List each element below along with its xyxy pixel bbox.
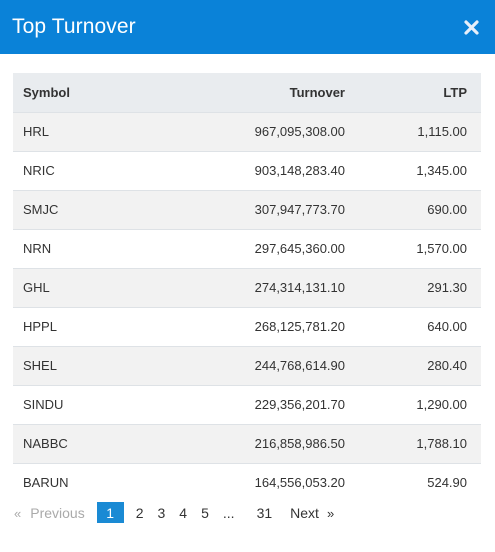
next-label: Next — [290, 504, 319, 521]
cell-symbol: NABBC — [13, 424, 163, 464]
cell-turnover: 274,314,131.10 — [163, 268, 353, 308]
cell-ltp: 524.90 — [427, 475, 467, 491]
cell-symbol: BARUN — [23, 475, 69, 491]
cell-turnover: 967,095,308.00 — [163, 112, 353, 152]
cell-ltp: 1,115.00 — [353, 112, 481, 152]
cell-turnover: 164,556,053.20 — [254, 475, 345, 491]
table-row[interactable]: NABBC 216,858,986.50 1,788.10 — [13, 424, 481, 464]
cell-symbol: NRIC — [13, 151, 163, 191]
cell-turnover: 244,768,614.90 — [163, 346, 353, 386]
table-header: Symbol Turnover LTP — [13, 73, 481, 113]
next-page-button[interactable]: Next » — [290, 505, 334, 521]
cell-ltp: 1,345.00 — [353, 151, 481, 191]
cell-ltp: 280.40 — [353, 346, 481, 386]
table-row[interactable]: HRL 967,095,308.00 1,115.00 — [13, 112, 481, 152]
cell-turnover: 268,125,781.20 — [163, 307, 353, 347]
cell-symbol: GHL — [13, 268, 163, 308]
table-row[interactable]: SHEL 244,768,614.90 280.40 — [13, 346, 481, 386]
close-icon — [463, 19, 479, 35]
cell-turnover: 297,645,360.00 — [163, 229, 353, 269]
cell-ltp: 1,290.00 — [353, 385, 481, 425]
table-row[interactable]: BARUN 164,556,053.20 524.90 — [13, 463, 481, 502]
cell-symbol: SMJC — [13, 190, 163, 230]
table-row[interactable]: SMJC 307,947,773.70 690.00 — [13, 190, 481, 230]
cell-turnover: 216,858,986.50 — [163, 424, 353, 464]
cell-symbol: SINDU — [13, 385, 163, 425]
table-header-row: Symbol Turnover LTP — [13, 73, 481, 113]
double-chevron-right-icon: » — [326, 505, 335, 521]
cell-symbol: NRN — [13, 229, 163, 269]
table-row[interactable]: GHL 274,314,131.10 291.30 — [13, 268, 481, 308]
column-header-ltp[interactable]: LTP — [353, 73, 481, 113]
column-header-symbol[interactable]: Symbol — [13, 73, 163, 113]
page-button-1-current[interactable]: 1 — [96, 502, 124, 523]
page-ellipsis: ... — [222, 504, 235, 521]
table-row[interactable]: HPPL 268,125,781.20 640.00 — [13, 307, 481, 347]
cell-symbol: HRL — [13, 112, 163, 152]
cell-ltp: 1,570.00 — [353, 229, 481, 269]
page-button-5[interactable]: 5 — [201, 504, 209, 521]
cell-turnover: 903,148,283.40 — [163, 151, 353, 191]
double-chevron-left-icon: « — [14, 505, 22, 521]
cell-symbol: HPPL — [13, 307, 163, 347]
turnover-table-container: Symbol Turnover LTP HRL 967,095,308.00 1… — [13, 73, 481, 502]
cell-ltp: 640.00 — [353, 307, 481, 347]
turnover-table: Symbol Turnover LTP HRL 967,095,308.00 1… — [13, 73, 481, 502]
previous-page-button[interactable]: « Previous — [14, 505, 85, 521]
cell-turnover: 229,356,201.70 — [163, 385, 353, 425]
table-body: HRL 967,095,308.00 1,115.00 NRIC 903,148… — [13, 112, 481, 502]
page-button-31[interactable]: 31 — [256, 504, 273, 521]
cell-ltp: 291.30 — [353, 268, 481, 308]
column-header-turnover[interactable]: Turnover — [163, 73, 353, 113]
table-row[interactable]: SINDU 229,356,201.70 1,290.00 — [13, 385, 481, 425]
cell-ltp: 690.00 — [353, 190, 481, 230]
page-button-3[interactable]: 3 — [157, 504, 166, 521]
cell-turnover: 307,947,773.70 — [163, 190, 353, 230]
page-button-2[interactable]: 2 — [135, 504, 144, 521]
close-button[interactable] — [461, 17, 481, 37]
previous-label: Previous — [30, 504, 85, 521]
page-button-4[interactable]: 4 — [179, 504, 188, 521]
modal-header: Top Turnover — [0, 0, 495, 54]
cell-symbol: SHEL — [13, 346, 163, 386]
pagination: « Previous 1 2 3 4 5 ... 31 Next » — [14, 502, 334, 523]
modal-title: Top Turnover — [12, 15, 136, 38]
table-row[interactable]: NRIC 903,148,283.40 1,345.00 — [13, 151, 481, 191]
cell-ltp: 1,788.10 — [353, 424, 481, 464]
table-row[interactable]: NRN 297,645,360.00 1,570.00 — [13, 229, 481, 269]
